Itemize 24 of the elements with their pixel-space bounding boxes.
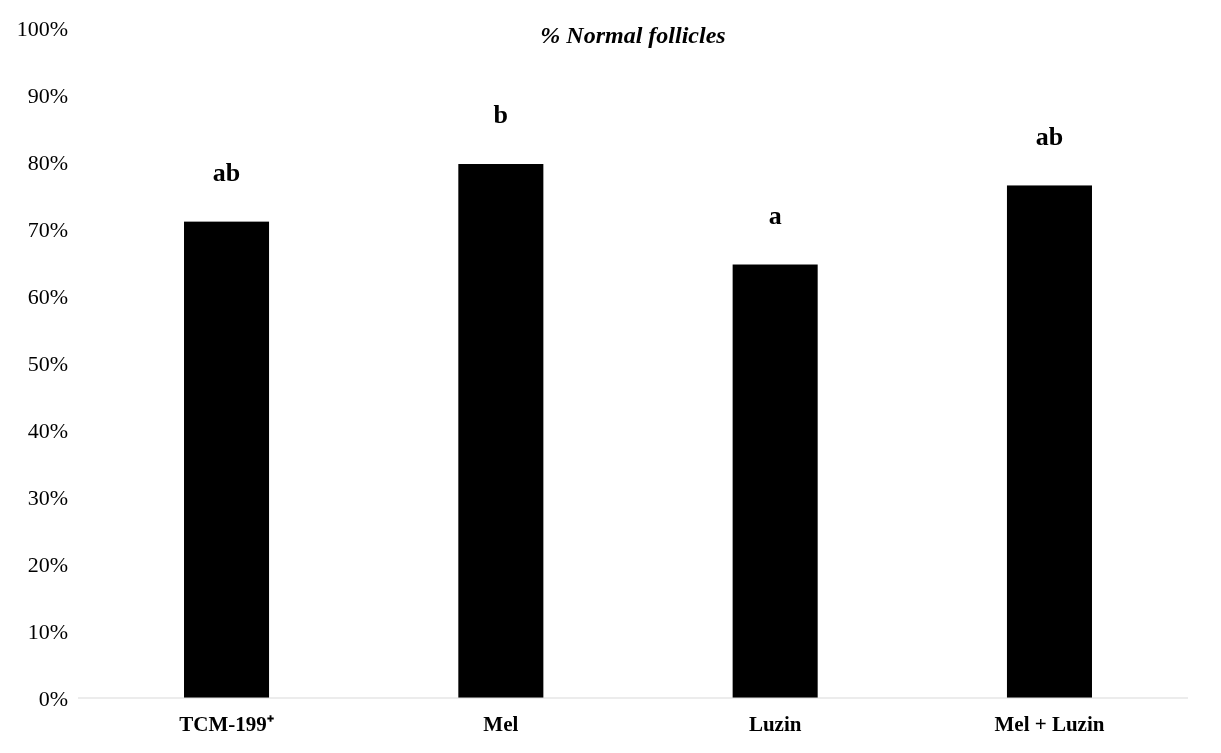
annotation: b bbox=[493, 100, 509, 130]
y-tick-label: 10% bbox=[27, 618, 68, 644]
annotation: a bbox=[768, 200, 782, 230]
annotation: ab bbox=[212, 157, 241, 187]
y-tick-label: 80% bbox=[27, 149, 68, 175]
x-tick-label: TCM-199⁺ bbox=[179, 712, 274, 736]
y-tick-label: 30% bbox=[27, 484, 68, 510]
x-tick-label: Luzin bbox=[748, 712, 802, 736]
y-tick-label: 70% bbox=[27, 216, 68, 242]
y-tick-label: 20% bbox=[27, 551, 68, 577]
bar bbox=[458, 164, 544, 698]
y-tick-label: 0% bbox=[38, 685, 68, 711]
bar bbox=[184, 221, 270, 698]
bar bbox=[732, 264, 818, 698]
y-tick-label: 40% bbox=[27, 417, 68, 443]
y-tick-label: 90% bbox=[27, 82, 68, 108]
y-tick-label: 60% bbox=[27, 283, 68, 309]
y-tick-label: 100% bbox=[16, 15, 68, 41]
x-tick-label: Mel bbox=[483, 712, 519, 736]
chart-title: % Normal follicles bbox=[540, 22, 726, 48]
bar bbox=[1006, 185, 1092, 698]
y-tick-label: 50% bbox=[27, 350, 68, 376]
x-tick-label: Mel + Luzin bbox=[994, 712, 1105, 736]
annotation: ab bbox=[1035, 121, 1064, 151]
